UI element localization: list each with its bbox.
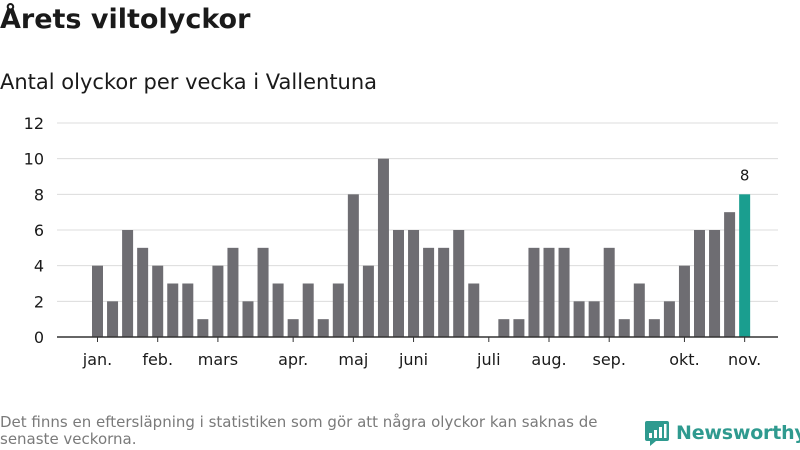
bar (468, 283, 480, 337)
y-tick-label: 2 (34, 292, 44, 311)
x-tick-label: aug. (531, 350, 566, 369)
bar (438, 247, 450, 337)
bar (137, 247, 149, 337)
footnote: Det finns en eftersläpning i statistiken… (0, 413, 598, 448)
bar (227, 247, 239, 337)
bar (528, 247, 540, 337)
bar (167, 283, 179, 337)
bar (122, 230, 134, 337)
bar (272, 283, 284, 337)
bar (197, 319, 209, 337)
bar (573, 301, 585, 337)
x-tick-label: feb. (142, 350, 173, 369)
bar (618, 319, 630, 337)
x-tick-label: mars (198, 350, 238, 369)
x-tick-label: jan. (82, 350, 112, 369)
bar (182, 283, 194, 337)
bar (257, 247, 269, 337)
bar (377, 158, 389, 337)
y-tick-label: 6 (34, 221, 44, 240)
bar (287, 319, 299, 337)
x-tick-label: juli (476, 350, 500, 369)
bar (498, 319, 510, 337)
y-tick-label: 10 (24, 150, 44, 169)
brand-name: Newsworthy (676, 422, 800, 444)
bar (347, 194, 359, 337)
bar (423, 247, 435, 337)
bar (302, 283, 314, 337)
bar (453, 230, 465, 337)
y-axis-ticks: 0 2 4 6 8 10 12 (24, 114, 44, 347)
bar (633, 283, 645, 337)
chart-subtitle: Antal olyckor per vecka i Vallentuna (0, 70, 378, 94)
bar (332, 283, 344, 337)
bar (408, 230, 420, 337)
x-tick-label: sep. (592, 350, 625, 369)
bar (393, 230, 404, 337)
bar (724, 212, 736, 337)
bar (648, 319, 660, 337)
y-tick-label: 12 (24, 114, 44, 133)
newsworthy-logo-icon (645, 421, 669, 446)
x-tick-label: maj (338, 350, 368, 369)
bar (242, 301, 254, 337)
bar (107, 301, 119, 337)
data-label: 8 (740, 166, 750, 184)
bar (678, 265, 690, 337)
x-tick-label: apr. (278, 350, 308, 369)
bar-highlight (739, 194, 751, 337)
x-tick-label: okt. (669, 350, 699, 369)
bar (513, 319, 525, 337)
bars (57, 158, 778, 338)
bar (152, 265, 164, 337)
bar (663, 301, 675, 337)
x-axis-labels: jan. feb. mars apr. maj juni juli aug. sep. okt. n… (82, 337, 761, 369)
bar (92, 265, 103, 337)
bar (694, 230, 705, 337)
bar (588, 301, 600, 337)
bar (543, 247, 555, 337)
y-tick-label: 0 (34, 328, 44, 347)
chart-title: Årets viltolyckor (0, 4, 251, 35)
bar-chart: 0 2 4 6 8 10 12 jan. feb. mars apr. maj juni juli aug… (24, 114, 778, 369)
bar (709, 230, 721, 337)
y-tick-label: 8 (34, 185, 44, 204)
bar (317, 319, 329, 337)
y-tick-label: 4 (34, 257, 44, 276)
bar (362, 265, 374, 337)
brand-logo[interactable]: Newsworthy (644, 419, 800, 447)
bar (558, 247, 570, 337)
bar (212, 265, 224, 337)
x-tick-label: juni (398, 350, 428, 369)
value-labels: 8 (740, 166, 750, 184)
x-tick-label: nov. (728, 350, 761, 369)
bar (603, 247, 615, 337)
